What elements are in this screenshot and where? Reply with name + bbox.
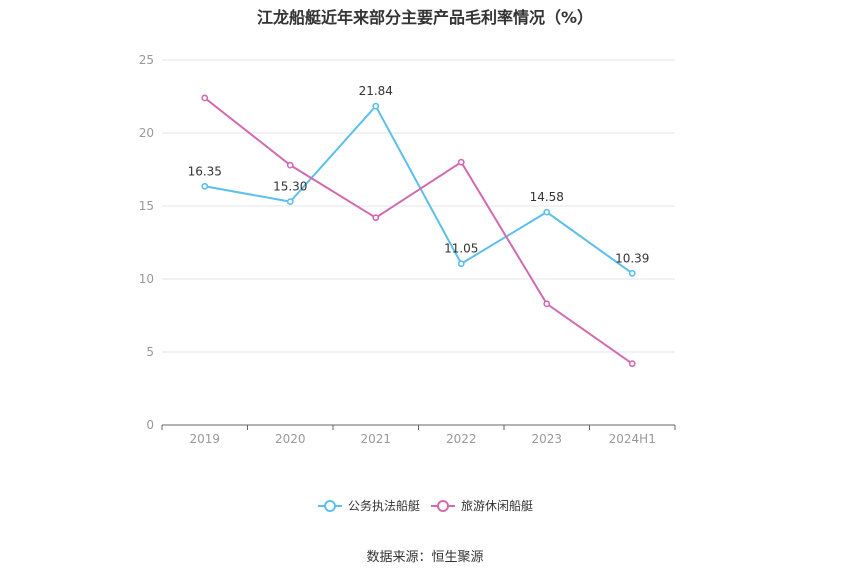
grid-lines — [162, 59, 675, 353]
data-point — [628, 269, 636, 277]
y-tick-label: 10 — [139, 272, 154, 286]
data-point — [201, 94, 209, 102]
axes: 0 5 10 15 20 25 2019 2020 2021 2022 2023 2024H1 — [139, 53, 676, 446]
data-point — [457, 158, 465, 166]
x-tick-label: 2024H1 — [609, 432, 656, 446]
data-point — [286, 161, 294, 169]
x-tick-label: 2023 — [531, 432, 562, 446]
data-label: 10.39 — [615, 251, 649, 265]
legend-marker — [324, 500, 336, 512]
chart-title: 江龙船艇近年来部分主要产品毛利率情况（%） — [256, 8, 594, 27]
legend-item-1[interactable]: 公务执法船艇 — [318, 498, 420, 513]
legend-label: 公务执法船艇 — [348, 498, 420, 513]
series-line-2 — [204, 97, 633, 365]
data-label: 14.58 — [530, 190, 564, 204]
x-tick-label: 2021 — [360, 432, 391, 446]
data-source: 数据来源：恒生聚源 — [366, 550, 484, 565]
x-tick-label: 2019 — [189, 432, 220, 446]
data-point — [372, 214, 380, 222]
legend-item-2[interactable]: 旅游休闲船艇 — [431, 499, 533, 513]
data-point — [543, 208, 551, 216]
data-label: 11.05 — [444, 242, 478, 256]
y-tick-label: 25 — [139, 53, 154, 67]
data-point — [286, 198, 294, 206]
legend-marker — [437, 500, 449, 512]
data-point — [201, 182, 209, 190]
series-group: 16.35 15.30 21.84 11.05 14.58 10.39 — [188, 84, 649, 368]
data-point — [628, 360, 636, 368]
x-tick-label: 2022 — [446, 432, 477, 446]
y-tick-label: 5 — [146, 345, 154, 359]
y-tick-label: 0 — [146, 418, 154, 432]
data-point — [457, 260, 465, 268]
x-tick-label: 2020 — [275, 432, 306, 446]
series-line-1 — [204, 104, 633, 275]
data-label: 16.35 — [188, 164, 222, 178]
legend-label: 旅游休闲船艇 — [461, 499, 533, 513]
legend[interactable]: 公务执法船艇 旅游休闲船艇 — [318, 498, 533, 513]
y-tick-label: 15 — [139, 199, 154, 213]
data-label: 15.30 — [273, 180, 307, 194]
data-point — [372, 102, 380, 110]
y-tick-label: 20 — [139, 126, 154, 140]
data-label: 21.84 — [359, 84, 393, 98]
data-point — [543, 300, 551, 308]
